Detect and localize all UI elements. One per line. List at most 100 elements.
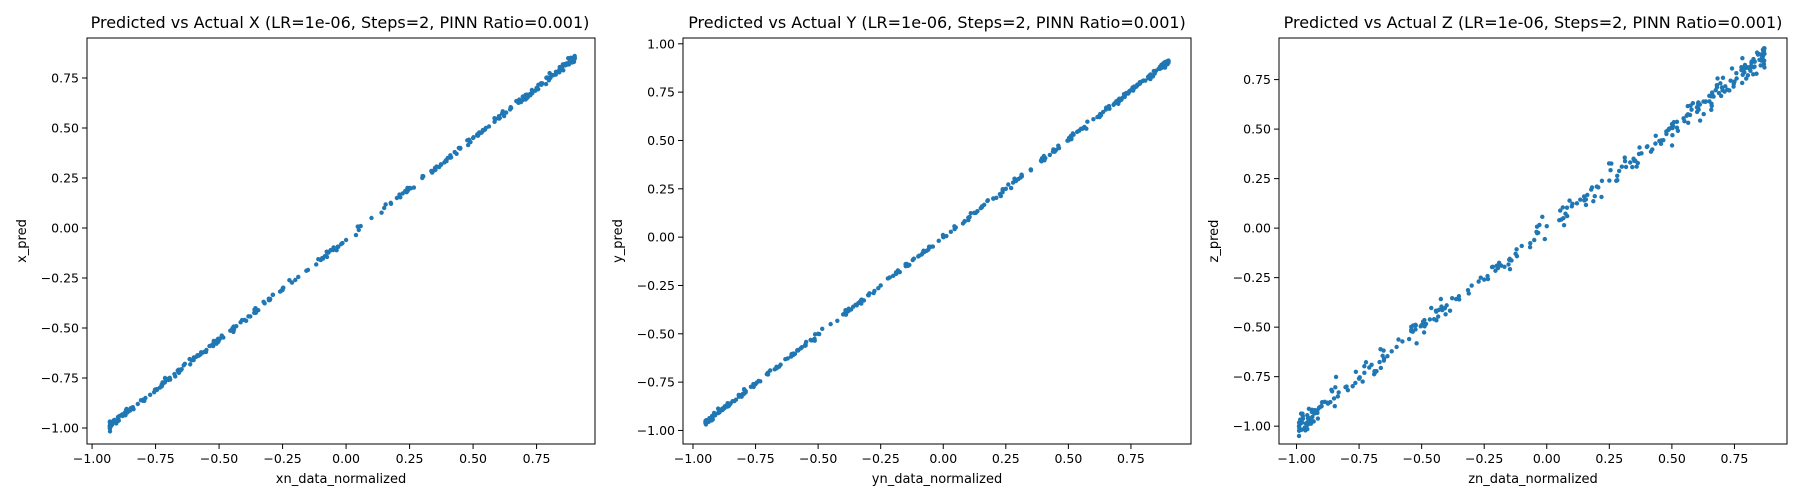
data-point <box>1443 312 1448 317</box>
data-point <box>211 340 216 346</box>
data-point <box>709 413 715 419</box>
data-point <box>1653 133 1658 138</box>
data-point <box>799 344 805 350</box>
data-point <box>1685 112 1691 117</box>
data-point <box>1734 71 1739 76</box>
data-point <box>1720 88 1725 93</box>
data-point <box>452 149 457 155</box>
data-point <box>854 303 859 308</box>
data-point <box>1466 291 1471 296</box>
data-point <box>1315 416 1321 421</box>
data-point <box>456 145 462 151</box>
data-point <box>1085 119 1090 124</box>
data-point <box>304 268 309 273</box>
data-point <box>1567 198 1572 203</box>
data-point <box>1148 76 1153 82</box>
data-point <box>1658 141 1664 147</box>
data-point <box>1685 120 1691 126</box>
data-point <box>124 406 129 412</box>
y-tick-label: 0.25 <box>647 181 675 196</box>
x-tick-label: 0.75 <box>1117 451 1145 466</box>
data-point <box>388 201 394 207</box>
data-point <box>369 215 374 221</box>
data-point <box>1456 294 1462 299</box>
data-point <box>1038 158 1044 163</box>
data-point <box>1163 59 1168 65</box>
data-point <box>1583 202 1589 208</box>
data-point <box>379 210 384 215</box>
data-point <box>1469 283 1474 288</box>
data-point <box>1561 223 1567 228</box>
data-point <box>1363 360 1369 365</box>
data-point <box>1585 192 1590 198</box>
y-tick-label: −0.25 <box>637 278 675 293</box>
data-point <box>803 339 809 345</box>
data-point <box>1747 66 1752 71</box>
data-point <box>1126 90 1131 95</box>
data-point <box>1120 95 1125 101</box>
data-point <box>1506 262 1511 267</box>
data-point <box>270 292 276 298</box>
data-point <box>1028 168 1034 173</box>
data-point <box>508 104 513 110</box>
data-point <box>1578 197 1583 202</box>
data-point <box>1739 65 1744 70</box>
data-point <box>123 413 128 418</box>
data-point <box>1749 60 1754 65</box>
data-point <box>420 173 425 179</box>
data-point <box>985 198 990 204</box>
y-tick-label: 1.00 <box>647 36 675 51</box>
y-tick-label: −0.50 <box>41 321 79 336</box>
data-point <box>1300 411 1305 416</box>
data-point <box>1306 406 1312 411</box>
data-point <box>764 371 770 377</box>
data-point <box>1709 103 1714 109</box>
data-point <box>1350 384 1355 389</box>
y-tick-label: −0.75 <box>1233 369 1271 384</box>
data-point <box>1745 73 1751 78</box>
data-point <box>475 132 481 137</box>
y-tick-label: 0.50 <box>1243 122 1271 137</box>
xticks-x: −1.00 −0.75 −0.50 −0.25 0.00 0.25 0.50 0.75 <box>73 444 551 466</box>
data-point <box>857 299 863 304</box>
y-tick-label: −0.50 <box>1233 320 1271 335</box>
data-point <box>1637 145 1642 150</box>
data-point <box>893 271 899 276</box>
data-point <box>1669 143 1675 148</box>
data-point <box>1507 267 1513 272</box>
data-point <box>1345 387 1351 393</box>
data-point <box>1561 215 1566 221</box>
data-point <box>320 255 325 261</box>
data-point <box>1438 296 1444 302</box>
data-point <box>1716 90 1722 96</box>
data-point <box>720 407 726 412</box>
data-point <box>1718 81 1723 86</box>
data-point <box>1121 92 1127 97</box>
data-point <box>1091 117 1096 122</box>
data-point <box>812 338 817 343</box>
data-point <box>252 307 257 312</box>
data-point <box>1331 396 1337 401</box>
data-point <box>1112 101 1117 106</box>
y-axis-label-y: y_pred <box>611 219 626 263</box>
data-point <box>1502 264 1507 270</box>
data-point <box>876 286 881 291</box>
data-point <box>1645 144 1650 149</box>
x-tick-label: −1.00 <box>73 451 111 466</box>
data-point <box>1378 365 1384 371</box>
data-point <box>293 277 298 283</box>
data-point <box>1319 403 1324 409</box>
data-point <box>1542 236 1548 242</box>
data-point <box>1754 50 1760 55</box>
data-point <box>785 356 790 361</box>
data-point <box>1433 308 1439 313</box>
data-point <box>1607 178 1612 183</box>
data-point <box>1336 390 1341 395</box>
data-point <box>228 328 233 333</box>
data-point <box>1715 76 1720 81</box>
data-point <box>1305 422 1310 427</box>
data-point <box>215 336 221 342</box>
data-point <box>115 414 121 420</box>
y-tick-label: 0.00 <box>51 221 79 236</box>
data-point <box>1400 339 1405 344</box>
